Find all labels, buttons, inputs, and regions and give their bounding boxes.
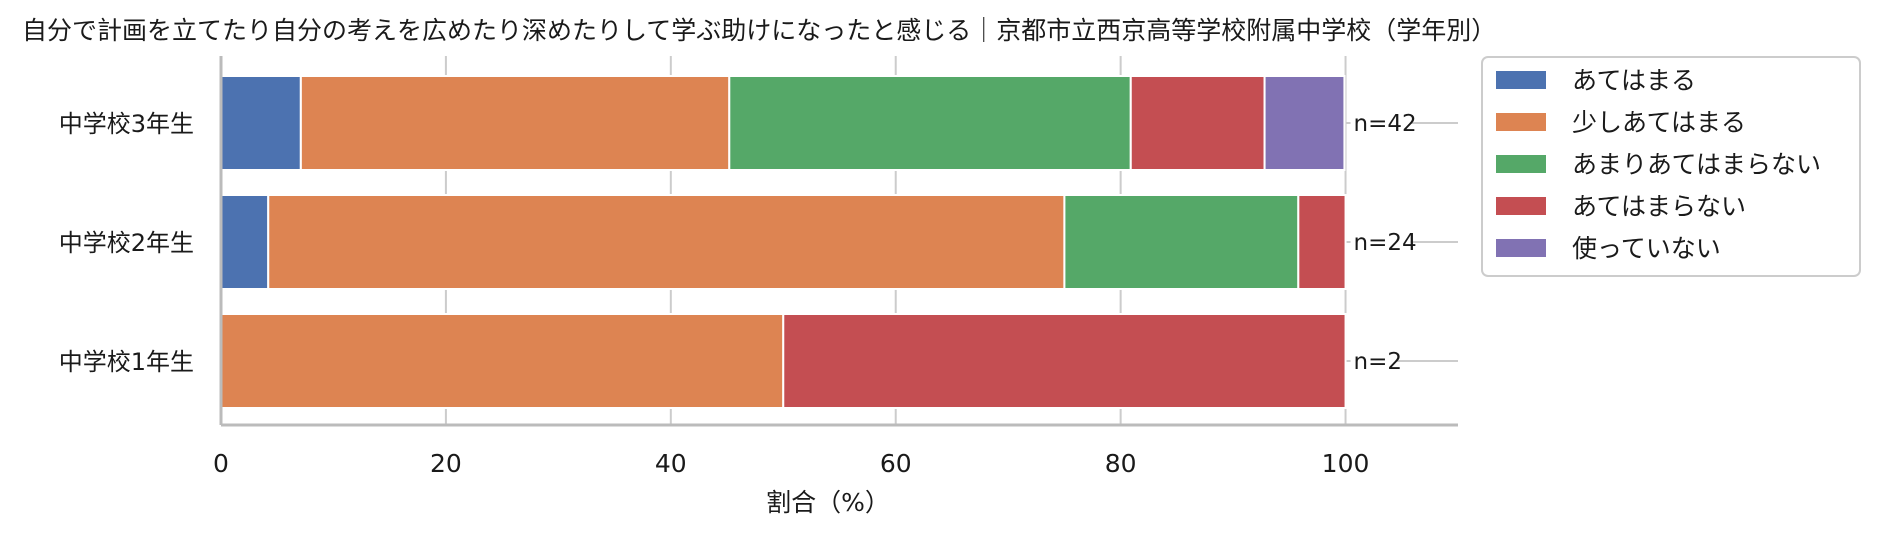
category-label: 中学校2年生 [59,229,194,257]
legend-box [1481,56,1861,277]
x-tick-label: 80 [1105,449,1137,478]
x-tick-label: 100 [1322,449,1370,478]
legend-swatch [1496,197,1546,215]
legend-label: 使っていない [1572,234,1721,263]
bar-segment [220,194,270,290]
n-label: n=2 [1354,349,1402,375]
bar-segment [782,313,1347,409]
legend-label: あまりあてはまらない [1572,150,1821,179]
category-label: 中学校3年生 [59,110,194,138]
legend-swatch [1496,239,1546,257]
n-label: n=42 [1354,111,1417,137]
legend-swatch [1496,113,1546,131]
n-label-bg [1350,346,1398,376]
bar-segment [1263,75,1346,171]
x-tick-label: 0 [213,449,229,478]
n-label: n=24 [1354,230,1417,256]
x-tick-labels: 0 20 40 60 80 100 [213,449,1369,478]
n-label-bg [1350,108,1411,138]
bar-segment [1129,75,1266,171]
bar-segment [1063,194,1300,290]
n-label-bg [1350,227,1411,257]
bar-segment [220,313,785,409]
bar-segment [267,194,1066,290]
legend-label: あてはまらない [1572,192,1746,221]
bars [220,75,1347,409]
x-tick-label: 60 [880,449,912,478]
bar-segment [1297,194,1347,290]
axes [219,56,1458,427]
legend-label: 少しあてはまる [1572,108,1746,137]
x-tick-label: 40 [655,449,687,478]
legend-label: あてはまる [1572,66,1696,95]
bar-segment [220,75,302,171]
chart-title: 自分で計画を立てたり自分の考えを広めたり深めたりして学ぶ助けになったと感じる｜京… [22,16,1496,45]
legend-swatch [1496,71,1546,89]
n-labels: n=42 n=24 n=2 [1350,108,1417,376]
bar-segment [299,75,731,171]
category-label: 中学校1年生 [59,348,194,376]
x-tick-label: 20 [430,449,462,478]
legend-swatch [1496,155,1546,173]
bar-segment [728,75,1132,171]
x-axis-label: 割合（%） [766,488,890,517]
